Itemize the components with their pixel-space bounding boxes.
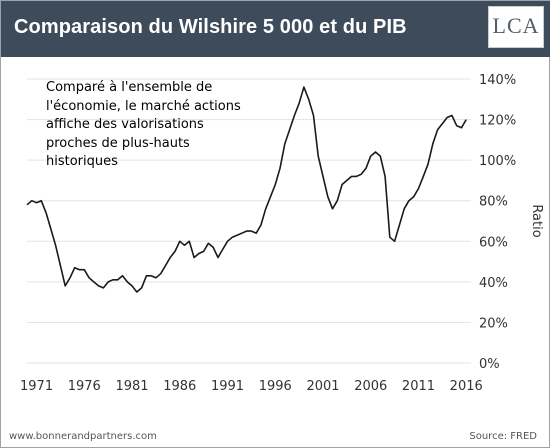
annotation-text: Comparé à l'ensemble de l'économie, le m… xyxy=(46,80,241,169)
x-tick-label: 1981 xyxy=(115,379,148,394)
grid-lines xyxy=(27,78,471,364)
x-tick-label: 2001 xyxy=(306,379,339,394)
x-tick-label: 2016 xyxy=(450,379,483,394)
y-tick-label: 140% xyxy=(479,73,516,88)
y-tick-label: 20% xyxy=(479,316,508,331)
chart-title: Comparaison du Wilshire 5 000 et du PIB xyxy=(14,16,407,38)
x-tick-label: 2006 xyxy=(354,379,387,394)
y-tick-label: 0% xyxy=(479,357,500,372)
x-tick-label: 1986 xyxy=(163,379,196,394)
y-axis-title: Ratio xyxy=(529,204,544,237)
x-tick-label: 1971 xyxy=(20,379,53,394)
y-tick-label: 60% xyxy=(479,235,508,250)
logo-text: LCA xyxy=(492,13,540,38)
y-tick-label: 100% xyxy=(479,154,516,169)
y-tick-label: 80% xyxy=(479,195,508,210)
y-tick-label: 120% xyxy=(479,114,516,129)
lca-logo: LCA xyxy=(488,6,544,48)
x-tick-label: 1976 xyxy=(68,379,101,394)
header-bar: Comparaison du Wilshire 5 000 et du PIB … xyxy=(1,1,550,57)
source-right: Source: FRED xyxy=(469,431,537,442)
y-axis: 0% 20% 40% 60% 80% 100% 120% 140% xyxy=(479,73,516,372)
source-left: www.bonnerandpartners.com xyxy=(9,431,157,442)
x-axis: 1971 1976 1981 1986 1991 1996 2001 2006 2011 2016 xyxy=(20,379,483,394)
y-tick-label: 40% xyxy=(479,276,508,291)
x-tick-label: 1991 xyxy=(211,379,244,394)
x-tick-label: 2011 xyxy=(402,379,435,394)
series-line xyxy=(26,86,467,293)
x-tick-label: 1996 xyxy=(259,379,292,394)
